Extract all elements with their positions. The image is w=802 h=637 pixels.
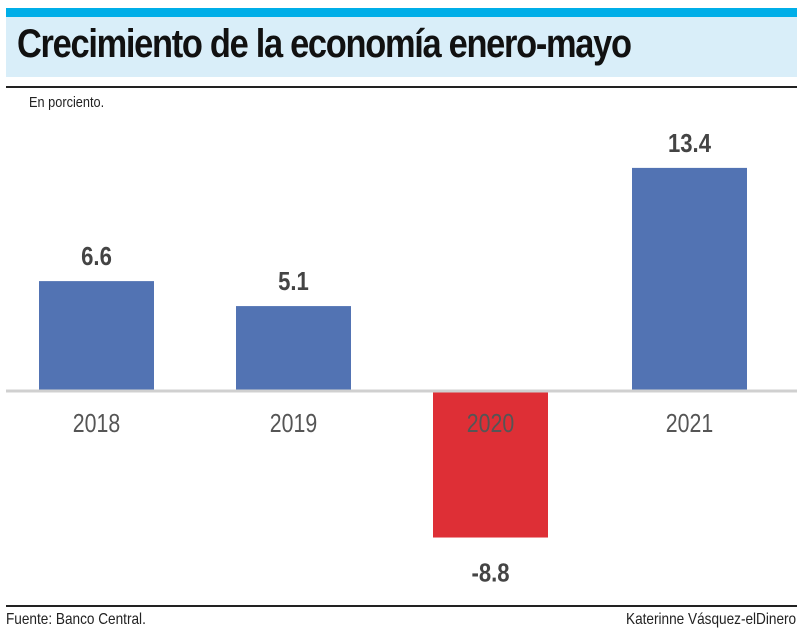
credit-note: Katerinne Vásquez-elDinero	[625, 611, 796, 628]
data-label-2019: 5.1	[278, 267, 309, 296]
data-label-2020: -8.8	[471, 559, 509, 588]
bar-2019	[236, 306, 351, 391]
data-label-2018: 6.6	[81, 242, 112, 271]
bar-2018	[39, 281, 154, 391]
top-divider	[6, 86, 797, 88]
accent-bar	[6, 8, 797, 17]
category-label-2021: 2021	[666, 409, 713, 439]
unit-note: En porciento.	[29, 94, 105, 111]
title-box	[6, 17, 797, 77]
category-label-2020: 2020	[467, 409, 514, 439]
data-label-2021: 13.4	[668, 129, 712, 158]
bottom-divider	[6, 605, 797, 607]
bar-2021	[632, 167, 747, 391]
category-label-2018: 2018	[73, 409, 120, 439]
chart-title: Crecimiento de la economía enero-mayo	[17, 22, 632, 66]
bar-2020	[433, 391, 548, 538]
source-note: Fuente: Banco Central.	[6, 611, 146, 628]
category-label-2019: 2019	[270, 409, 317, 439]
